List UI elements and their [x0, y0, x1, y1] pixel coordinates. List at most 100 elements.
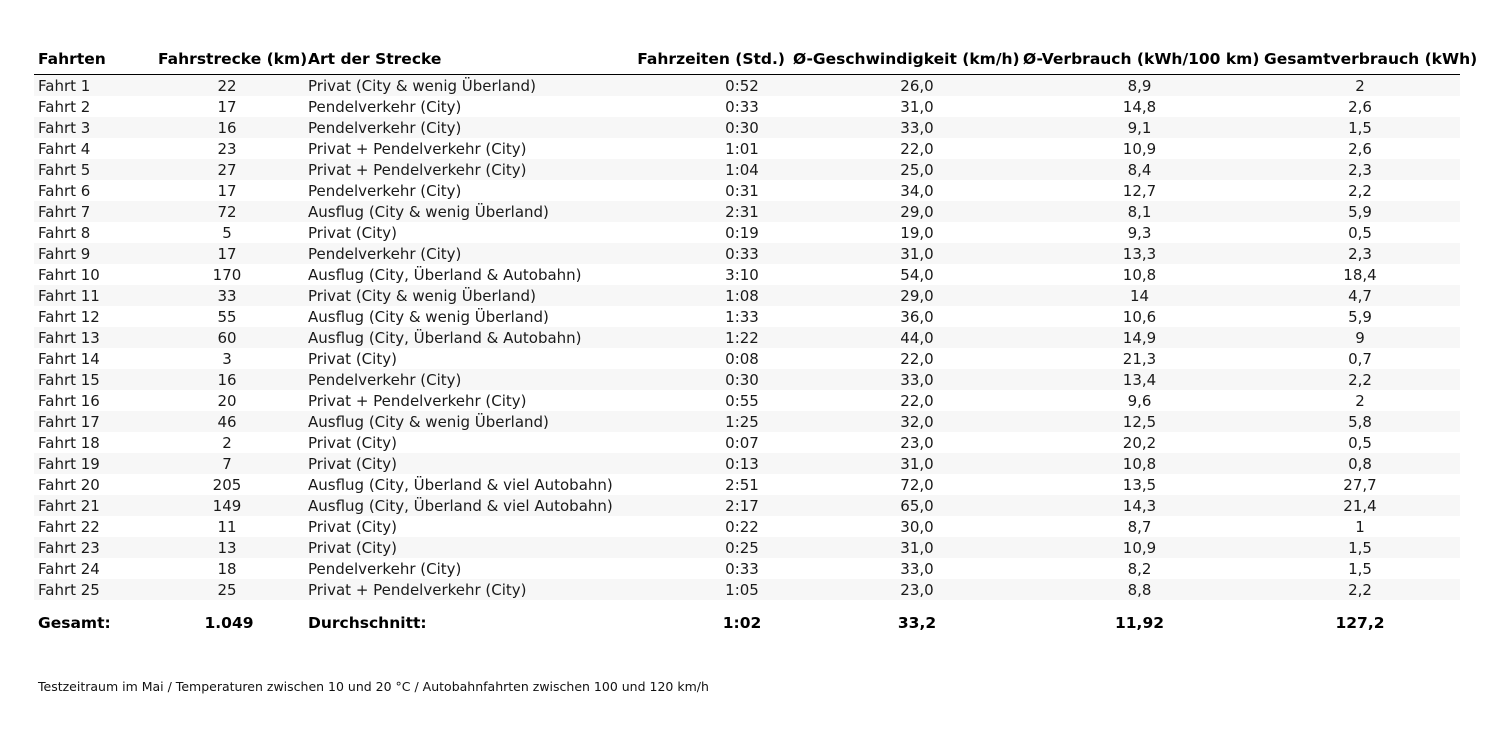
total-consumption-cell: 2: [1260, 74, 1460, 96]
consumption-cell: 14,3: [1019, 495, 1260, 516]
table-row: Fahrt 21 149 Ausflug (City, Überland & vie…: [34, 495, 1460, 516]
duration-cell: 0:30: [609, 117, 789, 138]
speed-cell: 26,0: [789, 74, 1019, 96]
duration-cell: 1:05: [609, 579, 789, 600]
route-type-cell: Ausflug (City, Überland & Autobahn): [304, 327, 609, 348]
trip-name-cell: Fahrt 18: [34, 432, 154, 453]
total-consumption-cell: 2,6: [1260, 96, 1460, 117]
total-consumption-cell: 2,3: [1260, 159, 1460, 180]
trip-name-cell: Fahrt 7: [34, 201, 154, 222]
trip-name-cell: Fahrt 17: [34, 411, 154, 432]
route-type-cell: Pendelverkehr (City): [304, 243, 609, 264]
total-consumption-cell: 5,8: [1260, 411, 1460, 432]
distance-cell: 13: [154, 537, 304, 558]
table-row: Fahrt 15 16 Pendelverkehr (City) 0:30 33,0 13…: [34, 369, 1460, 390]
consumption-cell: 8,7: [1019, 516, 1260, 537]
speed-cell: 23,0: [789, 432, 1019, 453]
route-type-cell: Ausflug (City & wenig Überland): [304, 306, 609, 327]
table-row: Fahrt 19 7 Privat (City) 0:13 31,0 10,8 0,8: [34, 453, 1460, 474]
consumption-cell: 9,6: [1019, 390, 1260, 411]
trip-name-cell: Fahrt 16: [34, 390, 154, 411]
consumption-cell: 10,9: [1019, 138, 1260, 159]
total-consumption-cell: 0,7: [1260, 348, 1460, 369]
distance-cell: 25: [154, 579, 304, 600]
total-consumption-cell: 2,2: [1260, 579, 1460, 600]
speed-cell: 33,0: [789, 369, 1019, 390]
trip-name-cell: Fahrt 23: [34, 537, 154, 558]
route-type-cell: Privat (City): [304, 453, 609, 474]
consumption-cell: 10,8: [1019, 453, 1260, 474]
trip-name-cell: Fahrt 14: [34, 348, 154, 369]
trip-name-cell: Fahrt 5: [34, 159, 154, 180]
table-row: Fahrt 14 3 Privat (City) 0:08 22,0 21,3 0,7: [34, 348, 1460, 369]
trip-name-cell: Fahrt 6: [34, 180, 154, 201]
distance-cell: 11: [154, 516, 304, 537]
table-footer: Gesamt: 1.049 Durchschnitt: 1:02 33,2 11…: [34, 600, 1460, 640]
totals-row: Gesamt: 1.049 Durchschnitt: 1:02 33,2 11…: [34, 600, 1460, 640]
distance-cell: 18: [154, 558, 304, 579]
route-type-cell: Ausflug (City & wenig Überland): [304, 411, 609, 432]
distance-cell: 7: [154, 453, 304, 474]
speed-cell: 65,0: [789, 495, 1019, 516]
speed-cell: 31,0: [789, 96, 1019, 117]
consumption-cell: 8,1: [1019, 201, 1260, 222]
distance-cell: 46: [154, 411, 304, 432]
duration-cell: 1:22: [609, 327, 789, 348]
total-consumption-cell: 21,4: [1260, 495, 1460, 516]
speed-cell: 31,0: [789, 537, 1019, 558]
total-consumption-cell: 4,7: [1260, 285, 1460, 306]
duration-cell: 3:10: [609, 264, 789, 285]
speed-cell: 34,0: [789, 180, 1019, 201]
table-header: Fahrten Fahrstrecke (km) Art der Strecke…: [34, 44, 1477, 75]
speed-cell: 72,0: [789, 474, 1019, 495]
average-speed: 33,2: [897, 614, 937, 632]
header-fahrstrecke: Fahrstrecke (km): [154, 44, 307, 75]
total-consumption-cell: 18,4: [1260, 264, 1460, 285]
duration-cell: 1:33: [609, 306, 789, 327]
table-row: Fahrt 10 170 Ausflug (City, Überland & Aut…: [34, 264, 1460, 285]
speed-cell: 31,0: [789, 243, 1019, 264]
table-row: Fahrt 12 55 Ausflug (City & wenig Überland…: [34, 306, 1460, 327]
table-row: Fahrt 17 46 Ausflug (City & wenig Überland…: [34, 411, 1460, 432]
consumption-cell: 8,8: [1019, 579, 1260, 600]
trip-name-cell: Fahrt 13: [34, 327, 154, 348]
speed-cell: 33,0: [789, 558, 1019, 579]
total-consumption-cell: 27,7: [1260, 474, 1460, 495]
trip-consumption-table: Fahrten Fahrstrecke (km) Art der Strecke…: [34, 44, 1477, 640]
consumption-cell: 9,1: [1019, 117, 1260, 138]
consumption-cell: 10,9: [1019, 537, 1260, 558]
trip-name-cell: Fahrt 15: [34, 369, 154, 390]
duration-cell: 0:31: [609, 180, 789, 201]
speed-cell: 22,0: [789, 348, 1019, 369]
total-consumption-cell: 1,5: [1260, 558, 1460, 579]
route-type-cell: Privat + Pendelverkehr (City): [304, 579, 609, 600]
speed-cell: 23,0: [789, 579, 1019, 600]
table-row: Fahrt 4 23 Privat + Pendelverkehr (City) 1:…: [34, 138, 1460, 159]
trip-name-cell: Fahrt 2: [34, 96, 154, 117]
consumption-cell: 13,5: [1019, 474, 1260, 495]
table-row: Fahrt 23 13 Privat (City) 0:25 31,0 10,9 1,5: [34, 537, 1460, 558]
table-row: Fahrt 3 16 Pendelverkehr (City) 0:30 33,0 9,1…: [34, 117, 1460, 138]
speed-cell: 29,0: [789, 285, 1019, 306]
route-type-cell: Ausflug (City & wenig Überland): [304, 201, 609, 222]
route-type-cell: Privat (City): [304, 222, 609, 243]
header-art-der-strecke: Art der Strecke: [304, 44, 609, 75]
distance-cell: 72: [154, 201, 304, 222]
consumption-cell: 12,5: [1019, 411, 1260, 432]
total-consumption-cell: 0,5: [1260, 222, 1460, 243]
header-gesamtverbrauch: Gesamtverbrauch (kWh): [1260, 44, 1477, 75]
duration-cell: 0:19: [609, 222, 789, 243]
route-type-cell: Pendelverkehr (City): [304, 117, 609, 138]
consumption-cell: 8,2: [1019, 558, 1260, 579]
header-fahrzeiten: Fahrzeiten (Std.): [609, 44, 789, 75]
trip-name-cell: Fahrt 11: [34, 285, 154, 306]
distance-cell: 23: [154, 138, 304, 159]
consumption-cell: 14,9: [1019, 327, 1260, 348]
distance-cell: 16: [154, 369, 304, 390]
route-type-cell: Privat (City): [304, 432, 609, 453]
totals-distance: 1.049: [204, 614, 254, 632]
duration-cell: 1:25: [609, 411, 789, 432]
consumption-cell: 8,9: [1019, 74, 1260, 96]
speed-cell: 19,0: [789, 222, 1019, 243]
trip-name-cell: Fahrt 21: [34, 495, 154, 516]
